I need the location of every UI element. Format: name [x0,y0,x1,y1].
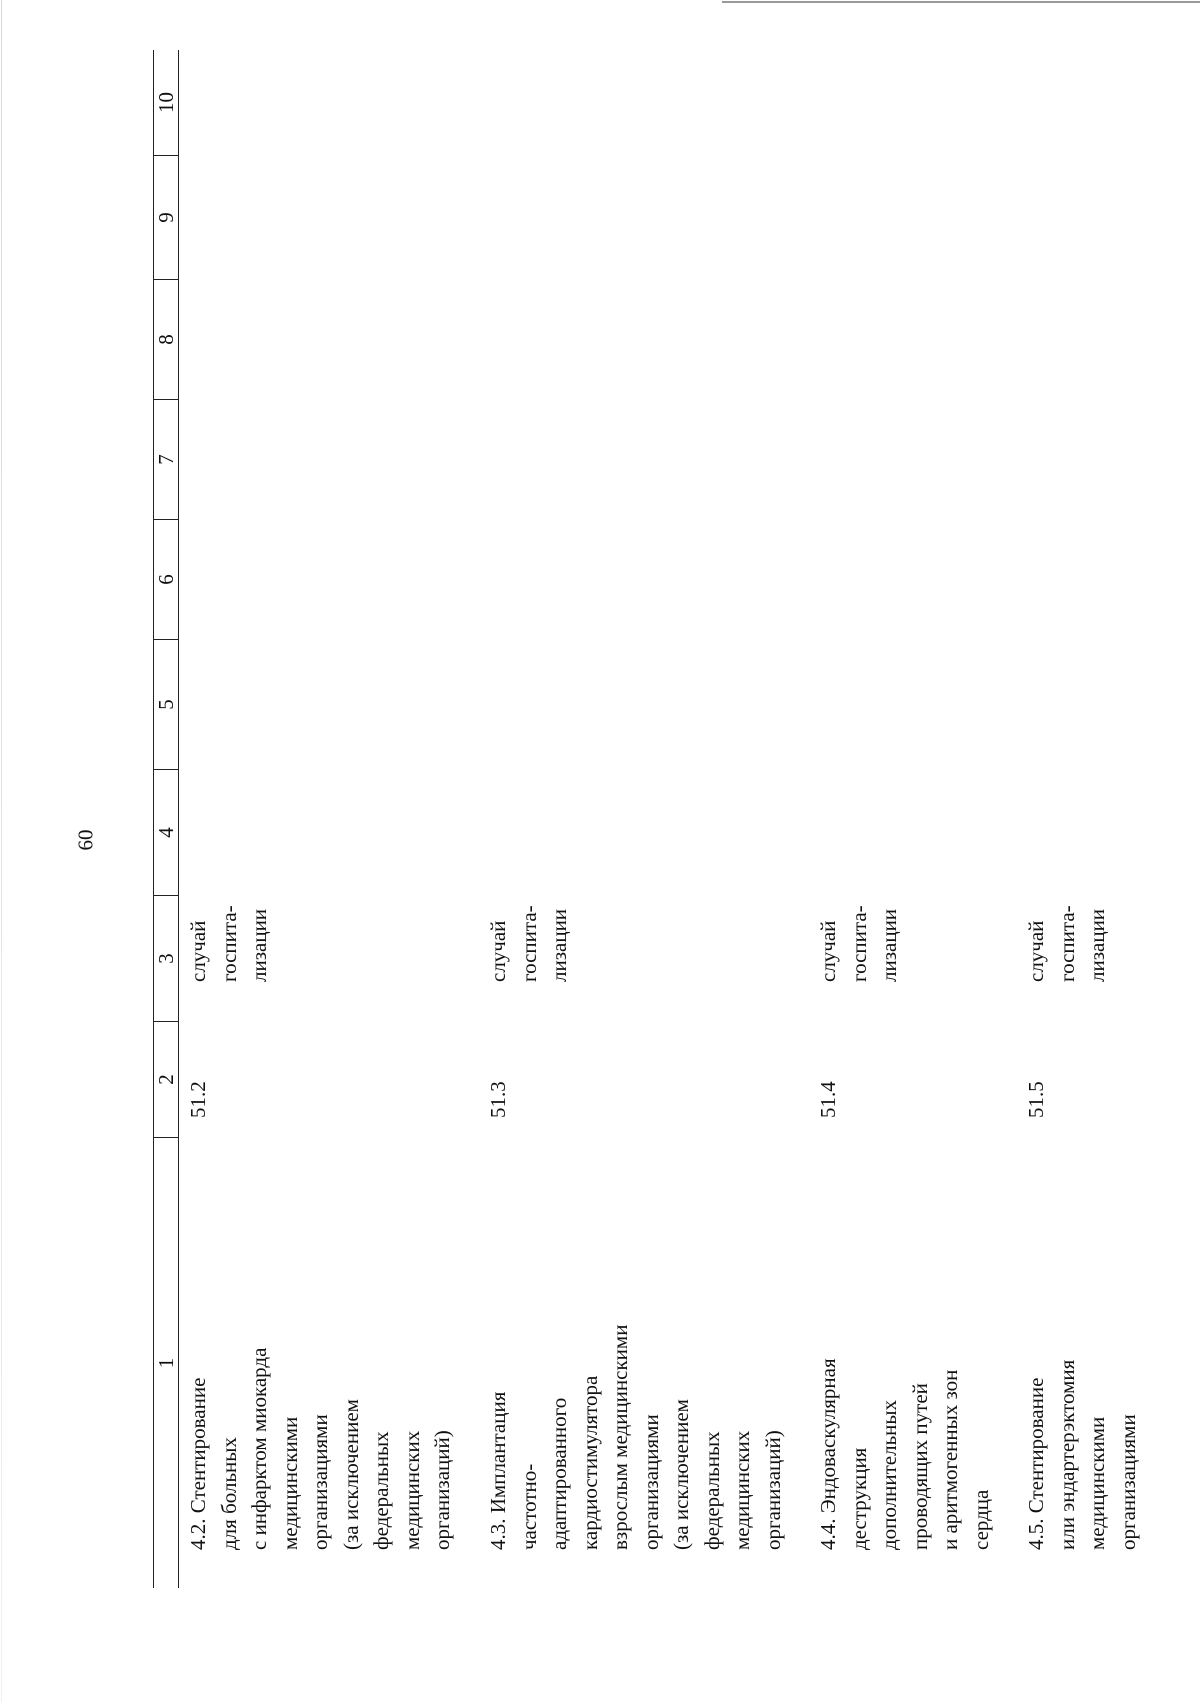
text-line: лизации [1085,908,1109,982]
text-line: случай [486,920,510,982]
text-line: госпита- [1054,905,1079,982]
scan-edge-top [722,1,1200,3]
text-line: лизации [547,908,571,982]
text-line: для больных [216,1437,241,1550]
text-line: организаций) [430,1430,454,1550]
text-line: взрослым медицинскими [608,1324,632,1550]
header-cell-3: 3 [154,896,178,1022]
text-line: федеральных [369,1431,393,1550]
text-line: проводящих путей [907,1383,932,1550]
text-line: организациями [308,1414,332,1550]
text-line: организациями [638,1414,663,1550]
cell-name: 4.4. Эндоваскулярная деструкция дополнит… [813,1358,996,1550]
cell-unit: случай госпита- лизации [183,905,275,982]
cell-code: 51.5 [1024,1081,1048,1118]
text-line: госпита- [216,905,241,982]
header-cell-5: 5 [154,640,178,770]
cell-unit: случай госпита- лизации [1021,905,1113,982]
text-line: случай [186,920,210,982]
text-line: лизации [877,908,901,982]
text-line: и аритмогенных зон [938,1369,962,1550]
data-table: 1 2 3 4 5 6 7 8 9 10 4.2. Стентирование … [153,50,1140,1588]
text-line: организациями [1115,1414,1140,1550]
text-line: госпита- [516,905,541,982]
text-line: случай [816,920,840,982]
scan-edge-left [1,0,2,1702]
header-cell-7: 7 [154,400,178,520]
header-cell-10: 10 [154,50,178,156]
text-line: кардиостимулятора [577,1375,602,1550]
text-line: частотно- [516,1463,541,1550]
cell-unit: случай госпита- лизации [813,905,905,982]
text-line: медицинских [399,1430,424,1550]
header-cell-1: 1 [154,1357,178,1369]
text-line: медицинских [730,1430,754,1550]
text-line: или эндартерэктомия [1054,1359,1079,1550]
text-line: медицинскими [277,1416,302,1550]
cell-name: 4.2. Стентирование для больных с инфаркт… [183,1348,458,1550]
cell-unit: случай госпита- лизации [483,905,575,982]
header-cell-4: 4 [154,770,178,896]
header-cell-6: 6 [154,520,178,640]
header-cell-9: 9 [154,156,178,280]
header-cell-8: 8 [154,280,178,400]
cell-name: 4.5. Стентирование или эндартерэктомия м… [1021,1360,1143,1550]
text-line: организаций) [760,1430,785,1550]
text-line: с инфарктом миокарда [247,1347,271,1550]
header-cell-2: 2 [154,1022,178,1138]
text-line: (за исключением [338,1399,363,1550]
text-line: 4.2. Стентирование [186,1377,210,1550]
text-line: федеральных [699,1431,724,1550]
text-line: лизации [247,908,271,982]
text-line: сердца [968,1489,993,1550]
cell-code: 51.2 [186,1081,210,1118]
text-line: адаптированного [547,1397,571,1550]
text-line: медицинскими [1085,1416,1109,1550]
table-header-row: 1 2 3 4 5 6 7 8 9 10 [153,50,179,1588]
text-line: дополнительных [877,1399,901,1550]
text-line: деструкция [846,1447,871,1550]
text-line: случай [1024,920,1048,982]
text-line: госпита- [846,905,871,982]
page-number-text: 60 [73,829,98,851]
text-line: 4.3. Имплантация [486,1391,510,1550]
text-line: 4.4. Эндоваскулярная [816,1358,840,1550]
text-line: 4.5. Стентирование [1024,1377,1048,1550]
cell-code: 51.4 [816,1081,840,1118]
cell-code: 51.3 [486,1081,510,1118]
text-line: (за исключением [669,1399,693,1550]
cell-name: 4.3. Имплантация частотно- адаптированно… [483,1325,788,1550]
